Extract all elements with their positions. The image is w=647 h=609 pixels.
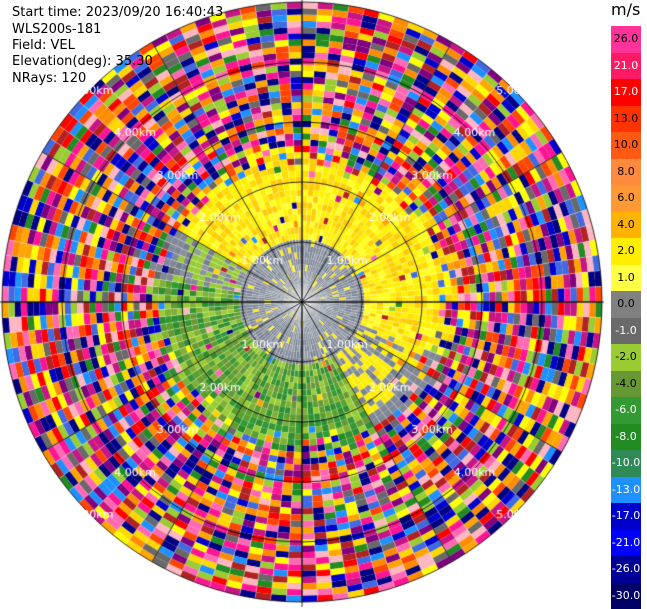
colorbar-units-label: m/s <box>611 0 640 19</box>
colorbar-tick-label: 13.0 <box>611 112 641 125</box>
colorbar-tick-label: -26.0 <box>611 562 641 575</box>
colorbar-tick-label: -10.0 <box>611 456 641 469</box>
elevation-label: Elevation(deg): 35.30 <box>12 54 153 69</box>
colorbar-tick-label: 17.0 <box>611 85 641 98</box>
colorbar-tick-label: -17.0 <box>611 509 641 522</box>
colorbar-tick-label: -30.0 <box>611 589 641 602</box>
colorbar-tick-label: 0.0 <box>611 297 641 310</box>
colorbar-tick-label: -13.0 <box>611 483 641 496</box>
start-time-label: Start time: 2023/09/20 16:40:43 <box>12 5 223 20</box>
colorbar-tick-label: -21.0 <box>611 536 641 549</box>
colorbar-tick-label: 26.0 <box>611 32 641 45</box>
colorbar-tick-label: -6.0 <box>611 403 641 416</box>
colorbar-tick-label: 8.0 <box>611 165 641 178</box>
colorbar-tick-label: 6.0 <box>611 191 641 204</box>
colorbar-tick-label: -2.0 <box>611 350 641 363</box>
field-label: Field: VEL <box>12 38 75 53</box>
colorbar-tick-label: 1.0 <box>611 271 641 284</box>
colorbar-tick-label: -1.0 <box>611 324 641 337</box>
colorbar-tick-label: 4.0 <box>611 218 641 231</box>
colorbar-tick-label: 2.0 <box>611 244 641 257</box>
nrays-label: NRays: 120 <box>12 71 86 86</box>
colorbar-tick-label: -8.0 <box>611 430 641 443</box>
instrument-label: WLS200s-181 <box>12 22 101 37</box>
colorbar-tick-label: -4.0 <box>611 377 641 390</box>
colorbar-tick-label: 21.0 <box>611 59 641 72</box>
colorbar-tick-label: 10.0 <box>611 138 641 151</box>
